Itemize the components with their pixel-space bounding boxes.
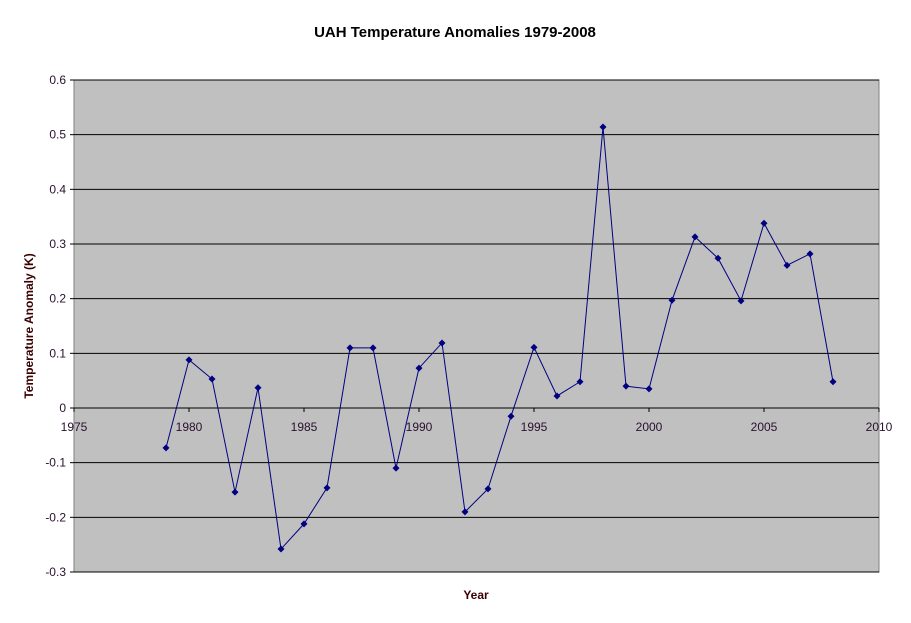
data-point <box>760 219 768 227</box>
data-point <box>185 356 193 364</box>
data-point <box>622 382 630 390</box>
x-axis-title: Year <box>463 588 489 602</box>
y-tick-label: 0.6 <box>49 73 66 87</box>
data-point <box>300 520 308 528</box>
data-point <box>553 392 561 400</box>
y-tick-label: 0.2 <box>49 292 66 306</box>
x-tick-label: 1980 <box>176 420 203 434</box>
y-axis-title: Temperature Anomaly (K) <box>22 253 36 398</box>
series-line <box>165 126 834 551</box>
data-point <box>346 344 354 352</box>
data-point <box>645 385 653 393</box>
data-point <box>806 250 814 258</box>
data-point <box>323 484 331 492</box>
data-point <box>415 364 423 372</box>
chart-title: UAH Temperature Anomalies 1979-2008 <box>314 24 596 41</box>
x-tick-label: 1985 <box>291 420 318 434</box>
data-point <box>231 488 239 496</box>
x-tick-label: 1975 <box>61 420 88 434</box>
data-point <box>668 296 676 304</box>
data-point <box>530 343 538 351</box>
data-point <box>438 339 446 347</box>
data-point <box>369 344 377 352</box>
y-tick-label: -0.3 <box>45 565 66 579</box>
y-tick-label: 0 <box>59 401 66 415</box>
data-point <box>208 375 216 383</box>
plot-area <box>73 79 880 573</box>
y-tick-label: -0.1 <box>45 456 66 470</box>
y-tick-label: -0.2 <box>45 510 66 524</box>
data-point <box>737 297 745 305</box>
data-point <box>392 464 400 472</box>
x-tick-label: 2010 <box>866 420 893 434</box>
data-point <box>691 233 699 241</box>
data-point <box>484 485 492 493</box>
data-point <box>576 378 584 386</box>
y-tick-label: 0.5 <box>49 128 66 142</box>
data-point <box>507 412 515 420</box>
data-point <box>599 123 607 131</box>
data-point <box>277 545 285 553</box>
y-tick-label: 0.4 <box>49 182 66 196</box>
y-tick-label: 0.1 <box>49 346 66 360</box>
data-point <box>254 384 262 392</box>
data-point <box>162 444 170 452</box>
x-tick-label: 1995 <box>521 420 548 434</box>
x-tick-label: 2000 <box>636 420 663 434</box>
data-point <box>461 508 469 516</box>
x-tick-label: 1990 <box>406 420 433 434</box>
y-tick-label: 0.3 <box>49 237 66 251</box>
data-point <box>783 261 791 269</box>
x-tick-label: 2005 <box>751 420 778 434</box>
data-point <box>829 378 837 386</box>
data-point <box>714 254 722 262</box>
